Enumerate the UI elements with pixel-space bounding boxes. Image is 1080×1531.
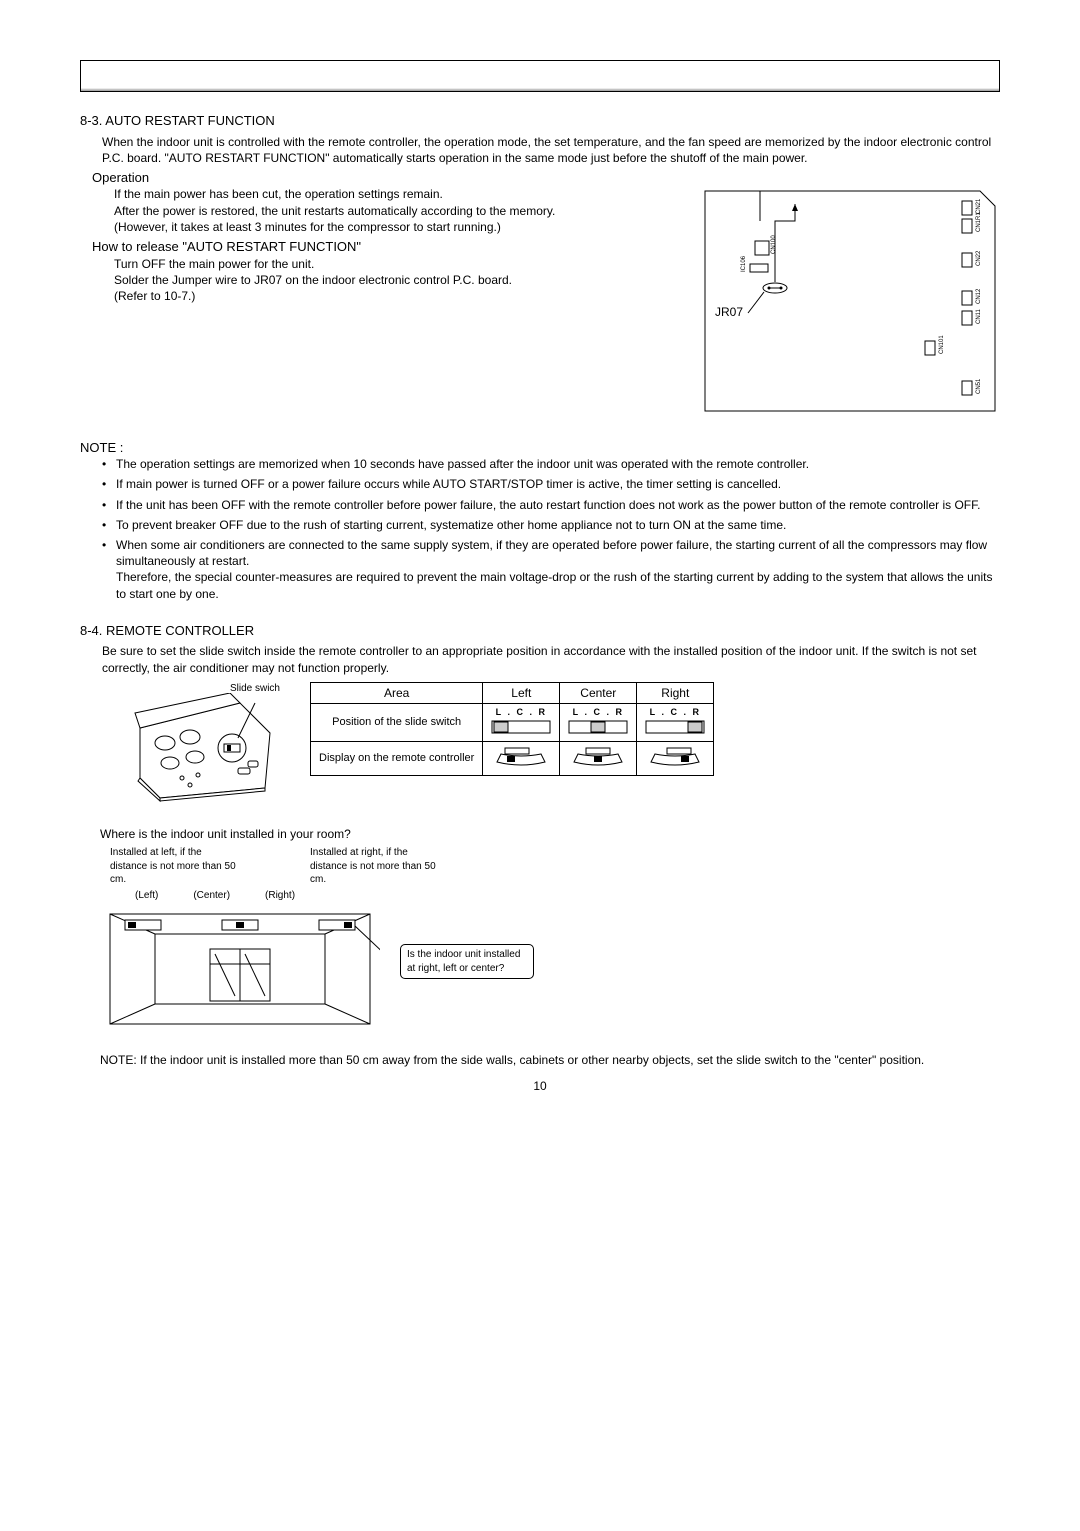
note-item-3: •If the unit has been OFF with the remot… [102,497,1000,513]
table-row: Area Left Center Right [311,682,714,703]
svg-text:CN12: CN12 [976,288,982,304]
svg-text:CN22: CN22 [976,250,982,266]
final-note: NOTE: If the indoor unit is installed mo… [100,1052,1000,1068]
vane-right-cell [637,741,714,775]
section-title-8-3: 8-3. AUTO RESTART FUNCTION [80,112,1000,130]
row-label-position: Position of the slide switch [311,704,483,742]
top-border-box [80,60,1000,92]
note-list: •The operation settings are memorized wh… [102,456,1000,602]
section-title-8-4: 8-4. REMOTE CONTROLLER [80,622,1000,640]
table-row: Position of the slide switch L . C . R L… [311,704,714,742]
operation-title: Operation [92,169,1000,187]
callout-box: Is the indoor unit installed at right, l… [400,944,534,979]
note-item-5: •When some air conditioners are connecte… [102,537,1000,602]
svg-text:CN11: CN11 [976,309,982,325]
th-right: Right [637,682,714,703]
note-item-1: •The operation settings are memorized wh… [102,456,1000,472]
pcb-diagram: CN21 CN1R1 CN22 CN12 CN11 CN101 CN51 CN1… [700,186,1000,420]
note-title: NOTE : [80,439,1000,457]
table-row: Display on the remote controller [311,741,714,775]
room-diagram [100,904,380,1034]
intro-8-4: Be sure to set the slide switch inside t… [102,643,1000,675]
slider-center-cell: L . C . R [560,704,637,742]
section-8-3: 8-3. AUTO RESTART FUNCTION When the indo… [80,112,1000,431]
vane-left-cell [483,741,560,775]
install-left-note: Installed at left, if the distance is no… [110,846,240,887]
th-area: Area [311,682,483,703]
svg-text:IC106: IC106 [741,256,747,273]
svg-text:CN101: CN101 [939,335,945,354]
label-right: (Right) [265,889,295,903]
install-right-note: Installed at right, if the distance is n… [310,846,440,887]
vane-center-cell [560,741,637,775]
room-position-labels: (Left) (Center) (Right) [135,889,1000,903]
th-left: Left [483,682,560,703]
note-item-2: •If main power is turned OFF or a power … [102,476,1000,492]
svg-text:CN21: CN21 [976,198,982,214]
slide-switch-table: Area Left Center Right Position of the s… [310,682,714,776]
install-notes: Installed at left, if the distance is no… [110,846,1000,887]
svg-text:CN100: CN100 [771,235,777,254]
svg-text:CN1R1: CN1R1 [976,212,982,232]
label-center: (Center) [193,889,230,903]
svg-text:CN51: CN51 [976,378,982,394]
slider-right-cell: L . C . R [637,704,714,742]
remote-controller-diagram: Slide swich [120,682,280,808]
note-item-4: •To prevent breaker OFF due to the rush … [102,517,1000,533]
section-8-4: 8-4. REMOTE CONTROLLER Be sure to set th… [80,622,1000,1068]
intro-8-3: When the indoor unit is controlled with … [102,134,1000,166]
where-question: Where is the indoor unit installed in yo… [100,826,1000,842]
rel-line-2: Solder the Jumper wire to JR07 on the in… [114,272,544,304]
label-left: (Left) [135,889,158,903]
slider-left-cell: L . C . R [483,704,560,742]
page-number: 10 [80,1078,1000,1094]
jr07-label: JR07 [715,305,743,319]
row-label-display: Display on the remote controller [311,741,483,775]
th-center: Center [560,682,637,703]
